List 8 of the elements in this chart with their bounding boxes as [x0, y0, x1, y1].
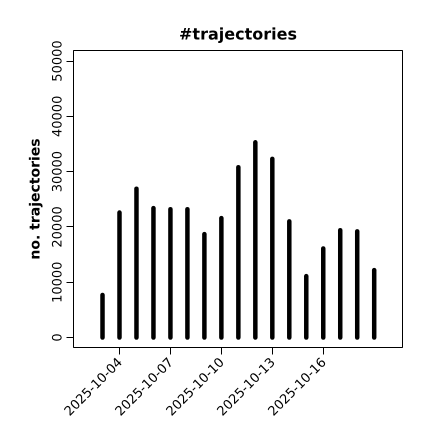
y-tick-label: 50000	[50, 40, 66, 82]
y-tick-label: 30000	[50, 150, 66, 192]
y-axis-title: no. trajectories	[28, 138, 44, 260]
y-tick-label: 10000	[50, 262, 66, 303]
chart-title: #trajectories	[179, 24, 297, 44]
y-tick-label: 40000	[50, 96, 66, 137]
y-tick-label: 0	[50, 333, 66, 342]
y-tick-label: 20000	[50, 206, 66, 248]
